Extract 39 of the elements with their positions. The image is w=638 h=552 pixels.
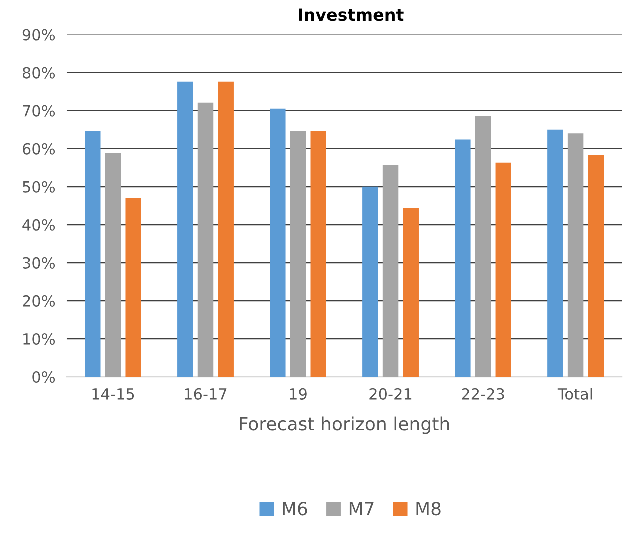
y-tick-label: 40% xyxy=(22,219,56,231)
bar xyxy=(310,130,326,378)
x-tick-label: Total xyxy=(558,388,592,400)
bar xyxy=(548,130,564,378)
bar xyxy=(290,130,306,378)
bar xyxy=(403,208,419,378)
bar xyxy=(218,82,234,378)
legend-label: M6 xyxy=(283,502,308,516)
x-tick-label: 14-15 xyxy=(92,388,134,400)
legend-label: M7 xyxy=(350,502,374,516)
bar xyxy=(85,130,101,378)
x-tick-label: 16-17 xyxy=(185,388,227,400)
bar xyxy=(270,108,286,378)
y-tick-label: 30% xyxy=(23,257,56,269)
y-tick-label: 10% xyxy=(24,333,56,346)
y-tick-label: 20% xyxy=(23,295,56,307)
bar xyxy=(382,165,399,378)
bar xyxy=(178,82,194,378)
y-tick-label: 60% xyxy=(22,143,56,155)
bar xyxy=(105,153,122,378)
legend-label: M8 xyxy=(416,502,441,516)
y-tick-label: 70% xyxy=(23,105,56,117)
bar xyxy=(455,140,471,378)
bar xyxy=(475,116,492,378)
x-tick-label: 22-23 xyxy=(462,388,504,400)
y-tick-label: 90% xyxy=(22,29,56,41)
x-tick-label: 19 xyxy=(290,388,307,400)
bar xyxy=(568,134,584,378)
y-tick-label: 0% xyxy=(32,371,56,384)
x-tick-label: 20-21 xyxy=(370,388,412,400)
bar xyxy=(126,198,142,378)
y-tick-label: 80% xyxy=(22,67,56,79)
x-axis-title: Forecast horizon length xyxy=(240,416,450,434)
y-tick-label: 50% xyxy=(23,181,56,193)
chart-title: Investment xyxy=(299,8,404,22)
bar xyxy=(198,102,214,378)
bar xyxy=(588,155,604,378)
bar xyxy=(362,186,378,378)
bar xyxy=(496,162,512,378)
